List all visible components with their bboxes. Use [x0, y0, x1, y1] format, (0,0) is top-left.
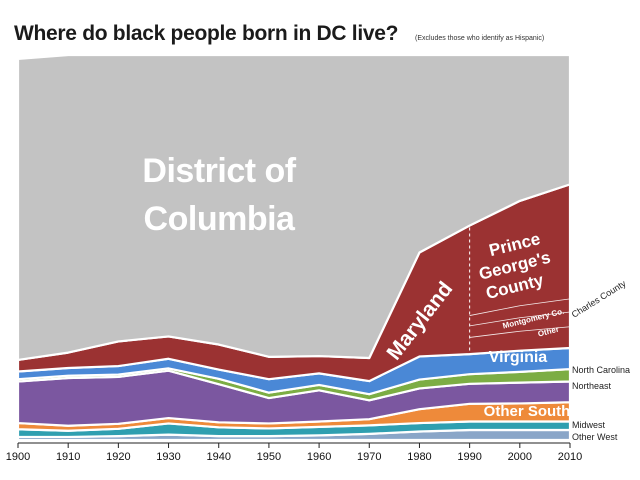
x-tick-label-1960: 1960 — [307, 451, 331, 463]
x-tick-label-1940: 1940 — [206, 451, 230, 463]
x-tick-label-1980: 1980 — [407, 451, 431, 463]
label-virginia: Virginia — [489, 349, 547, 366]
x-tick-label-1900: 1900 — [6, 451, 30, 463]
label-midwest: Midwest — [572, 420, 606, 430]
label-dc-line-2: Columbia — [144, 200, 296, 238]
divider-lines — [469, 227, 571, 353]
x-tick-label-2010: 2010 — [558, 451, 582, 463]
chart-subtitle: (Excludes those who identify as Hispanic… — [415, 35, 545, 42]
x-tick-label-1970: 1970 — [357, 451, 381, 463]
maryland-subregion-line-2 — [469, 311, 571, 327]
label-northeast: Northeast — [572, 381, 612, 391]
x-tick-label-2000: 2000 — [508, 451, 532, 463]
x-tick-label-1910: 1910 — [56, 451, 80, 463]
label-charles-county: Charles County — [570, 278, 628, 320]
label-dc-line-1: District of — [142, 152, 296, 190]
x-tick-label-1950: 1950 — [257, 451, 281, 463]
x-axis: 1900 1910 1920 1930 1940 1950 1960 1970 1980 1990… — [6, 442, 582, 463]
x-tick-label-1990: 1990 — [457, 451, 481, 463]
label-other-south: Other South — [484, 403, 571, 420]
label-north-carolina: North Carolina — [572, 365, 630, 375]
area-layers — [16, 53, 572, 442]
area-district-of-columbia — [16, 53, 572, 362]
x-tick-label-1930: 1930 — [156, 451, 180, 463]
maryland-subregion-line-1 — [469, 298, 571, 316]
maryland-subregion-line-3 — [469, 326, 571, 338]
x-tick-label-1920: 1920 — [106, 451, 130, 463]
chart-title: Where do black people born in DC live? — [14, 22, 399, 45]
label-other-west: Other West — [572, 432, 618, 442]
